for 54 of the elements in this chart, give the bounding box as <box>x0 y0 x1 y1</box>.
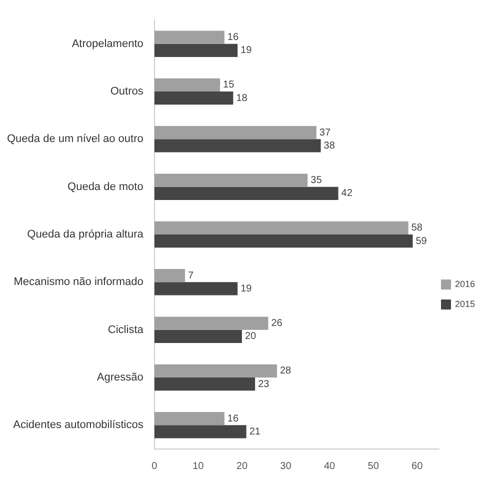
x-tick-label: 40 <box>324 460 336 472</box>
data-label: 28 <box>280 366 292 377</box>
data-label: 42 <box>341 188 353 200</box>
data-label: 18 <box>236 92 248 104</box>
bar <box>154 92 234 105</box>
data-label: 23 <box>258 378 270 390</box>
bar <box>154 221 408 234</box>
x-tick-label: 50 <box>368 460 380 472</box>
bar <box>154 316 268 330</box>
x-tick-label: 60 <box>412 460 424 472</box>
y-tick-label: Mecanismo não informado <box>14 276 144 288</box>
data-label: 59 <box>416 236 428 247</box>
data-label: 16 <box>227 413 239 424</box>
data-label: 35 <box>310 175 322 186</box>
y-tick-label: Queda de moto <box>68 180 144 193</box>
y-tick-label: Atropelamento <box>72 38 144 50</box>
bar <box>154 126 316 140</box>
data-label: 58 <box>411 222 423 234</box>
x-tick-label: 30 <box>280 460 292 472</box>
bar <box>154 269 186 282</box>
y-tick-label: Outros <box>110 86 144 98</box>
data-label: 15 <box>223 80 235 91</box>
x-tick-label: 10 <box>192 460 204 472</box>
legend-label: 2016 <box>455 278 476 289</box>
bar <box>154 44 238 57</box>
legend-label: 2015 <box>455 298 476 309</box>
data-label: 26 <box>271 318 283 330</box>
bar <box>154 364 277 378</box>
data-label: 37 <box>319 127 331 138</box>
x-tick-label: 0 <box>152 460 158 472</box>
bar <box>154 174 308 187</box>
y-tick-label: Queda da própria altura <box>27 228 144 241</box>
y-tick-label: Acidentes automobilísticos <box>13 419 144 432</box>
bar <box>154 378 256 391</box>
bar <box>154 186 338 200</box>
bar <box>154 78 220 92</box>
bar <box>154 234 413 248</box>
data-label: 20 <box>244 331 257 342</box>
bar <box>154 412 224 426</box>
bar <box>154 139 321 152</box>
bar <box>154 330 242 343</box>
data-label: 19 <box>240 283 252 294</box>
bar <box>154 425 246 438</box>
data-label: 19 <box>240 45 252 56</box>
data-label: 21 <box>249 426 261 438</box>
data-label: 7 <box>188 270 194 282</box>
data-label: 38 <box>324 140 336 152</box>
data-label: 16 <box>227 32 239 44</box>
y-tick-label: Agressão <box>96 372 144 384</box>
y-tick-label: Ciclista <box>108 324 144 336</box>
bar <box>154 282 238 296</box>
bar <box>154 30 224 44</box>
x-tick-label: 20 <box>236 460 248 472</box>
y-tick-label: Queda de um nível ao outro <box>6 133 144 146</box>
